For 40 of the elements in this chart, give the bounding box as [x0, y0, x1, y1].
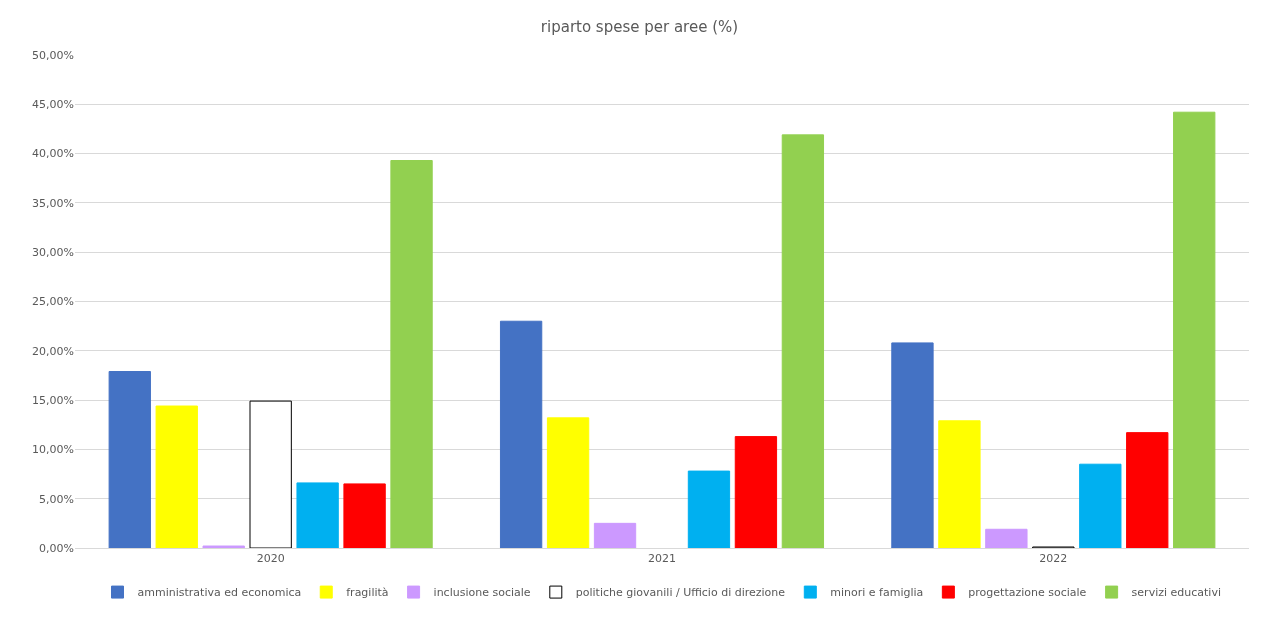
y-tick-label: 30,00% — [32, 246, 74, 260]
x-tick-label: 2022 — [1039, 552, 1068, 566]
y-tick-label: 35,00% — [32, 196, 74, 210]
y-tick-label: 40,00% — [32, 147, 74, 161]
bar — [1173, 111, 1216, 548]
legend-label: politiche giovanili / Ufficio di direzione — [575, 586, 786, 600]
x-tick-label: 2021 — [648, 552, 676, 566]
bar — [390, 160, 433, 548]
y-tick-label: 10,00% — [32, 443, 74, 457]
bar — [687, 470, 731, 548]
bar — [938, 420, 981, 548]
bar — [1126, 432, 1169, 548]
y-tick-label: 45,00% — [32, 98, 74, 112]
legend-label: inclusione sociale — [433, 586, 531, 600]
chart-title: riparto spese per aree (%) — [540, 18, 739, 37]
y-tick-label: 20,00% — [32, 344, 74, 358]
bar — [985, 528, 1028, 548]
legend-label: minori e famiglia — [830, 586, 924, 600]
bar — [296, 482, 339, 548]
bar — [781, 134, 825, 548]
legend-label: servizi educativi — [1131, 586, 1221, 600]
y-tick-label: 5,00% — [39, 492, 74, 506]
bar — [593, 522, 637, 548]
y-tick-label: 25,00% — [32, 295, 74, 309]
bar — [108, 371, 151, 548]
legend-label: amministrativa ed economica — [137, 586, 302, 600]
x-tick-label: 2020 — [256, 552, 285, 566]
legend-label: progettazione sociale — [968, 586, 1087, 600]
y-tick-label: 50,00% — [32, 48, 74, 62]
bar — [155, 405, 198, 548]
y-tick-label: 15,00% — [32, 393, 74, 407]
bar — [1079, 463, 1122, 548]
y-tick-label: 0,00% — [39, 541, 74, 555]
bar — [249, 400, 292, 548]
legend-label: fragilità — [346, 586, 389, 600]
bar — [499, 320, 543, 548]
bar — [891, 342, 934, 548]
bar — [343, 483, 386, 548]
bar — [546, 417, 590, 548]
bar — [734, 436, 778, 548]
